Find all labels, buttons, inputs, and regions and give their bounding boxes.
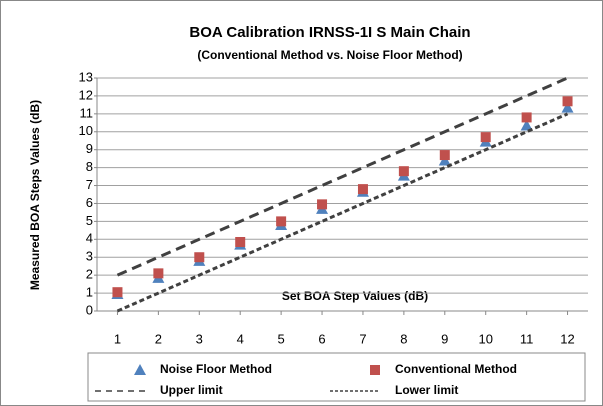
x-tick-label: 9 [441, 331, 448, 346]
square-marker [194, 252, 205, 263]
square-marker [112, 287, 123, 298]
chart-title: BOA Calibration IRNSS-1I S Main Chain [189, 24, 470, 41]
y-tick-label: 10 [79, 123, 93, 138]
y-tick-label: 11 [80, 105, 94, 120]
square-marker [480, 132, 491, 143]
y-tick-label: 2 [86, 267, 93, 282]
y-tick-label: 5 [86, 213, 93, 228]
y-tick-label: 12 [79, 87, 93, 102]
triangle-marker [520, 119, 533, 131]
square-marker [439, 150, 450, 161]
square-marker [235, 236, 246, 247]
y-tick-label: 4 [86, 231, 93, 246]
x-tick-label: 12 [560, 331, 574, 346]
legend-label: Lower limit [395, 383, 458, 397]
x-tick-label: 4 [237, 331, 244, 346]
square-marker [521, 112, 532, 123]
x-tick-label: 1 [114, 331, 121, 346]
y-tick-label: 7 [86, 177, 93, 192]
legend-label: Conventional Method [395, 362, 517, 376]
square-marker [398, 166, 409, 177]
chart-subtitle: (Conventional Method vs. Noise Floor Met… [197, 48, 462, 62]
legend-box [87, 352, 586, 402]
square-marker [357, 184, 368, 195]
x-tick-label: 10 [478, 331, 492, 346]
x-tick-label: 8 [400, 331, 407, 346]
triangle-marker [561, 101, 574, 113]
y-tick-label: 1 [86, 285, 93, 300]
square-marker [562, 96, 573, 107]
x-tick-label: 6 [318, 331, 325, 346]
legend-label: Noise Floor Method [160, 362, 272, 376]
y-tick-label: 8 [86, 159, 93, 174]
x-tick-label: 7 [359, 331, 366, 346]
y-tick-label: 0 [86, 302, 93, 317]
y-tick-label: 13 [79, 69, 93, 84]
y-axis-label: Measured BOA Steps Values (dB) [28, 100, 42, 290]
x-tick-label: 5 [278, 331, 285, 346]
y-tick-label: 6 [86, 195, 93, 210]
limit-line [116, 76, 569, 277]
legend-label: Upper limit [160, 383, 223, 397]
limit-line [116, 112, 569, 313]
x-tick-label: 2 [155, 331, 162, 346]
square-marker [370, 365, 380, 375]
square-marker [276, 216, 287, 227]
x-tick-label: 3 [196, 331, 203, 346]
x-axis-label: Set BOA Step Values (dB) [282, 289, 428, 303]
y-tick-label: 3 [86, 249, 93, 264]
triangle-marker [134, 364, 146, 375]
y-tick-label: 9 [86, 141, 93, 156]
square-marker [317, 199, 328, 210]
x-tick-label: 11 [520, 331, 534, 346]
square-marker [153, 268, 164, 279]
